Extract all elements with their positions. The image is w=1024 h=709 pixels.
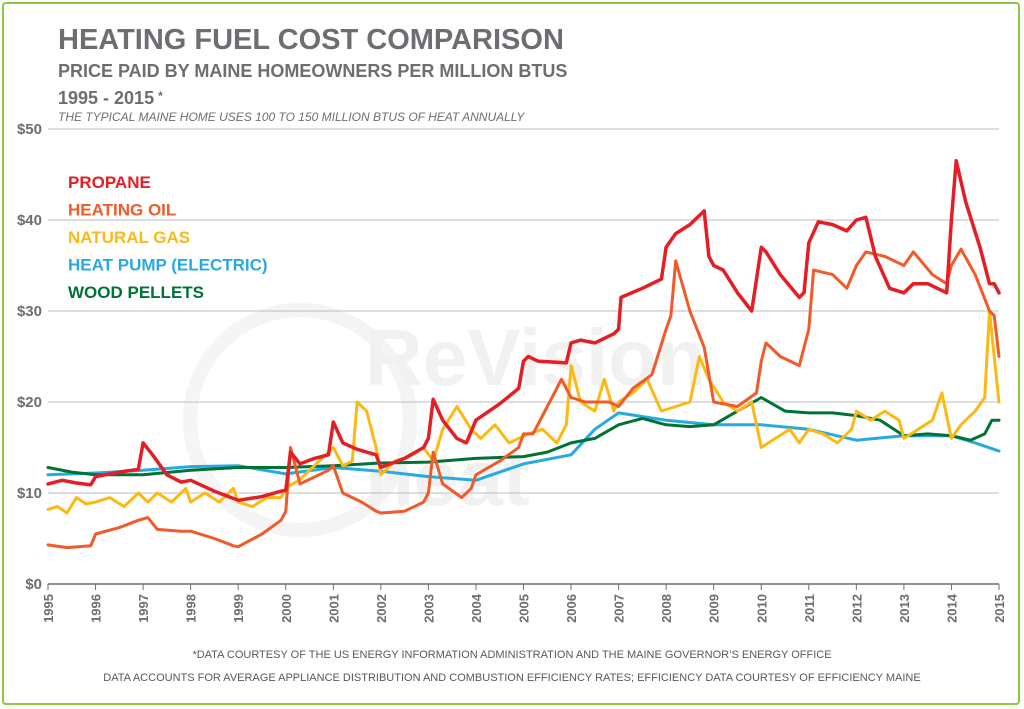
- y-tick-label: $50: [17, 121, 42, 138]
- x-tick-label: 1999: [231, 594, 246, 623]
- footer-line1: *DATA COURTESY OF THE US ENERGY INFORMAT…: [192, 649, 831, 661]
- x-tick-label: 2002: [374, 594, 389, 623]
- x-tick-label: 1995: [41, 594, 56, 623]
- series-lines: [46, 159, 1001, 550]
- y-tick-label: $30: [17, 303, 42, 320]
- series-line-propane: [46, 159, 1001, 503]
- x-tick-label: 2007: [612, 594, 627, 623]
- x-tick-label: 2006: [564, 594, 579, 623]
- chart-years: 1995 - 2015 *: [58, 88, 163, 108]
- y-axis-ticks: $0 $10 $20 $30 $40 $50: [17, 121, 42, 593]
- x-tick-label: 2005: [517, 594, 532, 623]
- x-tick-label: 2013: [897, 594, 912, 623]
- chart-title: HEATING FUEL COST COMPARISON: [58, 24, 564, 56]
- legend-item: PROPANE: [68, 173, 151, 192]
- chart-years-mark: *: [158, 89, 163, 103]
- y-tick-label: $20: [17, 394, 42, 411]
- x-tick-label: 1996: [89, 594, 104, 623]
- x-tick-label: 2009: [707, 594, 722, 623]
- legend-item: HEAT PUMP (ELECTRIC): [68, 256, 268, 275]
- x-tick-label: 2010: [754, 594, 769, 623]
- x-tick-label: 1997: [136, 594, 151, 623]
- series-line-wood-pellets: [46, 396, 1001, 477]
- series-line-heat-pump-electric: [46, 411, 1001, 482]
- chart-subtitle: PRICE PAID BY MAINE HOMEOWNERS PER MILLI…: [58, 61, 567, 81]
- y-tick-label: $40: [17, 212, 42, 229]
- x-tick-label: 2003: [421, 594, 436, 623]
- x-tick-label: 2001: [326, 594, 341, 623]
- x-tick-label: 2012: [849, 594, 864, 623]
- chart-years-range: 1995 - 2015: [58, 88, 154, 108]
- footer-line2: DATA ACCOUNTS FOR AVERAGE APPLIANCE DIST…: [103, 672, 920, 684]
- y-tick-label: $10: [17, 485, 42, 502]
- x-tick-label: 2014: [944, 593, 959, 623]
- x-tick-label: 2004: [469, 593, 484, 623]
- series-line-heating-oil: [46, 247, 1001, 550]
- watermark-leaf-icon: [183, 303, 417, 537]
- watermark-line1: ReVision: [365, 313, 706, 402]
- x-axis-ticks: 1995 1996 1997 1998 1999 2000 2001 2002 2003 2004…: [41, 584, 1007, 623]
- x-tick-label: 2000: [279, 594, 294, 623]
- x-tick-label: 2015: [992, 594, 1007, 623]
- legend-item: HEATING OIL: [68, 201, 176, 220]
- legend-item: WOOD PELLETS: [68, 283, 204, 302]
- y-tick-label: $0: [25, 576, 42, 593]
- x-tick-label: 2008: [659, 594, 674, 623]
- chart-note: THE TYPICAL MAINE HOME USES 100 TO 150 M…: [58, 110, 525, 124]
- x-tick-label: 1998: [184, 594, 199, 623]
- legend: PROPANE HEATING OIL NATURAL GAS HEAT PUMP (…: [68, 173, 268, 302]
- x-tick-label: 2011: [802, 594, 817, 622]
- legend-item: NATURAL GAS: [68, 228, 190, 247]
